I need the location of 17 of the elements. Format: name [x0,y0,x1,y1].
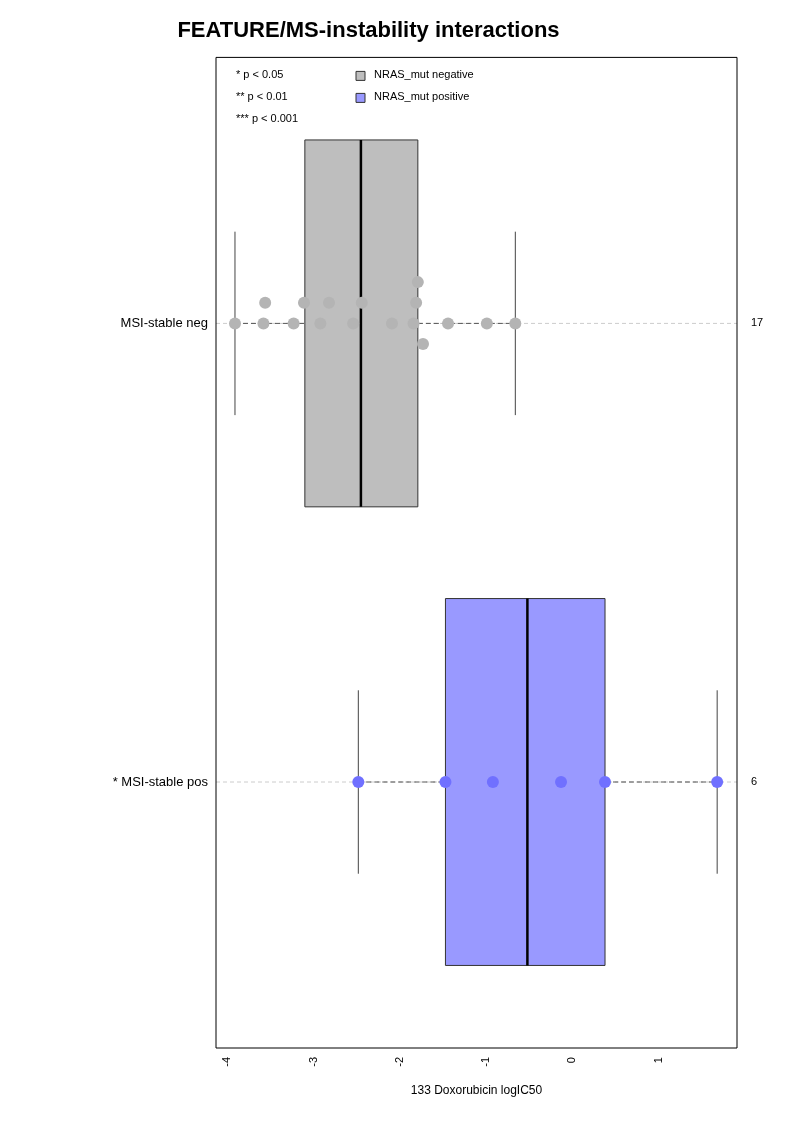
x-tick-label: -4 [220,1057,233,1067]
x-tick-label: 0 [565,1057,578,1064]
x-tick-label: 1 [651,1057,664,1064]
annotation: * p < 0.05 [236,68,284,81]
y-tick-label: * MSI-stable pos [112,773,209,789]
y-tick-label: MSI-stable neg [120,314,208,330]
x-tick-label: -2 [392,1057,405,1067]
annotation: *** p < 0.001 [236,112,299,125]
annotation: ** p < 0.01 [236,90,288,103]
chart-title: FEATURE/MS-instability interactions [177,17,560,43]
legend-label: NRAS_mut negative [374,68,474,81]
text: 6 [751,775,758,788]
x-tick-label: -1 [479,1057,492,1067]
x-tick-label: -3 [306,1057,319,1067]
legend-label: NRAS_mut positive [374,90,470,103]
text: 17 [751,316,764,329]
x-axis-title: 133 Doxorubicin logIC50 [410,1083,543,1098]
